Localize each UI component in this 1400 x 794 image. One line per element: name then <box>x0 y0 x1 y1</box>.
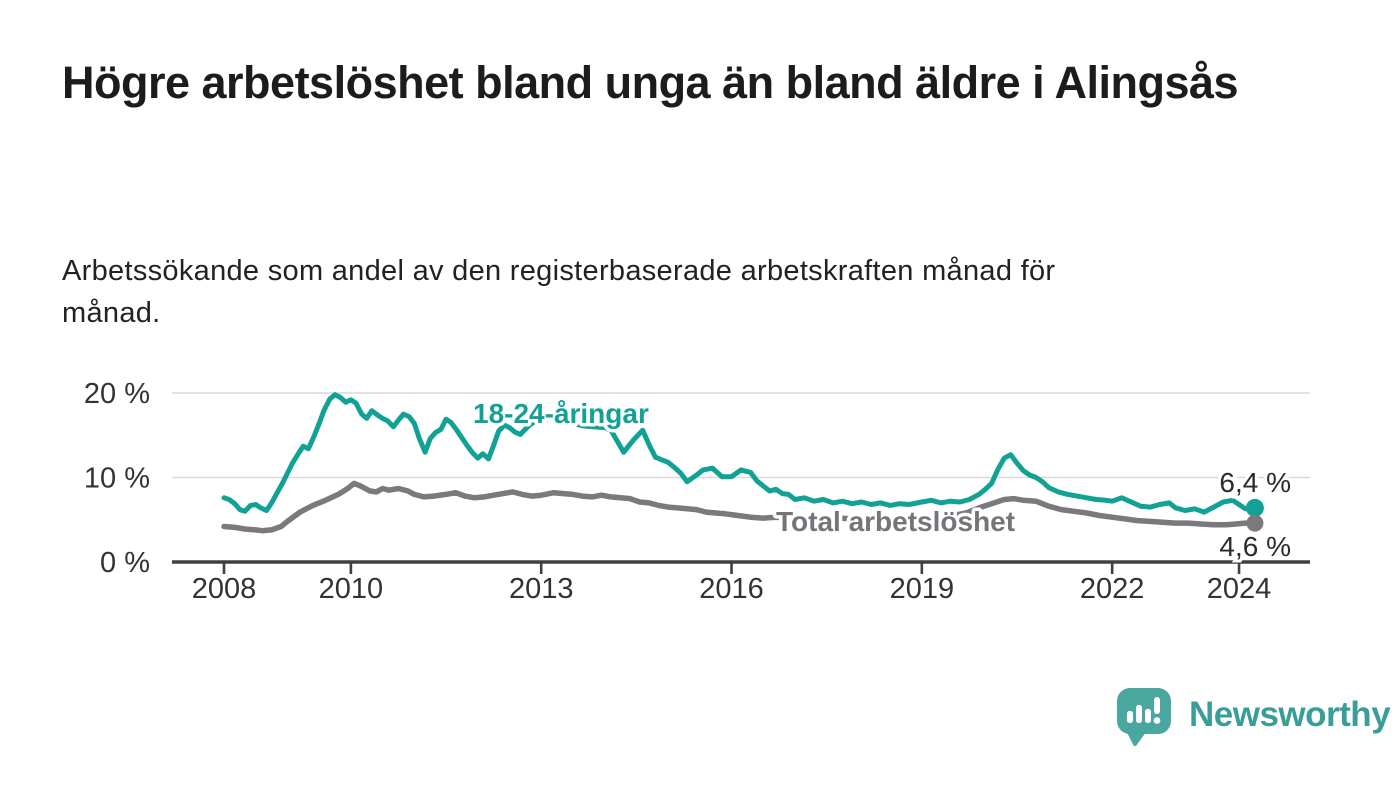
brand-wordmark: Newsworthy <box>1189 695 1391 734</box>
series-end-dot-18-24-ringar <box>1245 498 1264 517</box>
unemployment-line-chart: 0 % 10 % 20 % 2008 2010 2013 2016 2019 2022 2024 1… <box>0 355 1400 635</box>
series-label-18-24-ringar: 18-24-åringar <box>473 398 649 429</box>
x-tick-label-2022: 2022 <box>1080 573 1145 605</box>
end-value-label-total-arbetsl-shet: 4,6 % <box>1219 531 1291 562</box>
series-line-18-24-ringar <box>221 392 1258 515</box>
newsworthy-logo-icon <box>1117 688 1171 746</box>
end-value-label-18-24-ringar: 6,4 % <box>1219 467 1291 498</box>
x-tick-label-2008: 2008 <box>192 573 257 605</box>
logo-bar-chart-icon <box>1127 697 1161 724</box>
y-tick-label-0: 0 % <box>100 547 150 579</box>
chart-canvas: 0 % 10 % 20 % 2008 2010 2013 2016 2019 2022 2024 1… <box>84 378 1310 605</box>
page-title: Högre arbetslöshet bland unga än bland ä… <box>62 57 1239 108</box>
x-tick-label-2016: 2016 <box>699 573 764 605</box>
x-tick-label-2019: 2019 <box>890 573 955 605</box>
y-tick-label-10: 10 % <box>84 463 150 495</box>
newsworthy-logo[interactable]: Newsworthy <box>1113 684 1391 746</box>
series-label-total-arbetsl-shet: Total arbetslöshet <box>776 506 1015 537</box>
x-tick-label-2024: 2024 <box>1207 573 1272 605</box>
page-subtitle: Arbetssökande som andel av den registerb… <box>62 255 1056 330</box>
series-line-total-arbetsl-shet <box>221 480 1258 534</box>
series-end-dot-total-arbetsl-shet <box>1246 514 1264 532</box>
x-tick-label-2010: 2010 <box>319 573 384 605</box>
x-tick-label-2013: 2013 <box>509 573 574 605</box>
y-tick-label-20: 20 % <box>84 378 150 410</box>
